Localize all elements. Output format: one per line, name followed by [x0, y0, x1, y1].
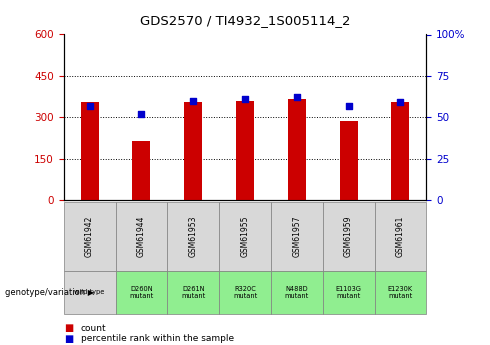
Text: GSM61944: GSM61944	[137, 216, 146, 257]
Bar	[340, 121, 358, 200]
Text: R320C
mutant: R320C mutant	[233, 286, 257, 299]
Text: count: count	[81, 324, 106, 333]
Bar	[288, 99, 306, 200]
Bar	[132, 141, 150, 200]
Bar	[80, 102, 98, 200]
Point	[344, 103, 352, 108]
Bar	[374, 271, 426, 314]
Text: GDS2570 / TI4932_1S005114_2: GDS2570 / TI4932_1S005114_2	[140, 14, 350, 27]
Text: D261N
mutant: D261N mutant	[181, 286, 205, 299]
Text: GSM61957: GSM61957	[293, 216, 301, 257]
Text: wild type: wild type	[74, 289, 105, 295]
Point	[241, 96, 249, 102]
Point	[138, 111, 146, 117]
Text: ■: ■	[64, 324, 73, 333]
Bar	[323, 271, 374, 314]
Text: D260N
mutant: D260N mutant	[129, 286, 153, 299]
Text: N488D
mutant: N488D mutant	[285, 286, 309, 299]
Bar	[167, 271, 219, 314]
Bar	[392, 102, 410, 200]
Bar	[64, 271, 116, 314]
Bar	[167, 202, 219, 271]
Bar	[271, 271, 323, 314]
Point	[293, 95, 301, 100]
Text: ■: ■	[64, 334, 73, 344]
Text: E1230K
mutant: E1230K mutant	[388, 286, 413, 299]
Text: E1103G
mutant: E1103G mutant	[336, 286, 362, 299]
Text: percentile rank within the sample: percentile rank within the sample	[81, 334, 234, 343]
Text: GSM61961: GSM61961	[396, 216, 405, 257]
Bar	[271, 202, 323, 271]
Bar	[219, 202, 271, 271]
Bar	[116, 271, 167, 314]
Text: GSM61942: GSM61942	[85, 216, 94, 257]
Point	[189, 98, 197, 104]
Text: GSM61955: GSM61955	[241, 216, 249, 257]
Bar	[116, 202, 167, 271]
Bar	[184, 102, 202, 200]
Bar	[374, 202, 426, 271]
Text: GSM61953: GSM61953	[189, 216, 197, 257]
Bar	[64, 202, 116, 271]
Bar	[219, 271, 271, 314]
Bar	[323, 202, 374, 271]
Point	[396, 100, 404, 105]
Bar	[236, 101, 254, 200]
Point	[86, 103, 94, 108]
Text: GSM61959: GSM61959	[344, 216, 353, 257]
Text: genotype/variation ▶: genotype/variation ▶	[5, 288, 94, 297]
